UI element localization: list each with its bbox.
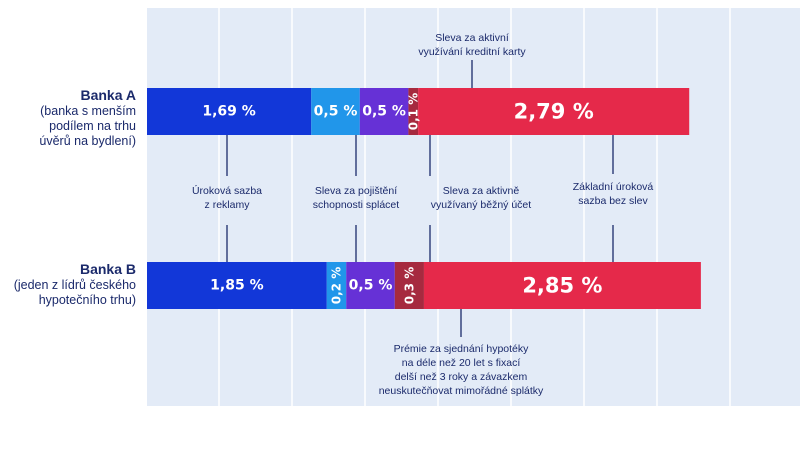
stacked-bars <box>147 88 701 309</box>
annotation-card-line-1: Sleva za aktivní <box>435 32 509 44</box>
annotation-connectors <box>226 60 614 337</box>
bank-a-desc-line-2: podílem na trhu <box>49 119 136 133</box>
annotation-interest-ad: Úroková sazba z reklamy <box>167 184 287 212</box>
annotation-account-line-2: využívaný běžný účet <box>430 199 532 211</box>
annotation-premium-line-1: Prémie za sjednání hypotéky <box>393 343 529 355</box>
segment-label-a-1: 1,69 % <box>202 104 255 120</box>
segment-label-b-2: 0,2 % <box>329 267 343 304</box>
annotation-insurance-line-2: schopnosti splácet <box>312 199 400 211</box>
bar-segment-a-2 <box>311 88 360 135</box>
bank-a-desc-line-1: (banka s menším <box>40 104 136 118</box>
grid-lines <box>218 8 731 406</box>
annotation-premium-line-2: na déle než 20 let s fixací <box>401 357 521 369</box>
segment-label-a-3: 0,5 % <box>362 104 406 120</box>
annotation-interest-ad-line-2: z reklamy <box>204 199 250 211</box>
annotation-account: Sleva za aktivně využívaný běžný účet <box>416 184 546 212</box>
segment-label-b-5: 2,85 % <box>522 274 602 298</box>
annotation-account-line-1: Sleva za aktivně <box>442 185 520 197</box>
bar-segment-b-3 <box>346 262 395 309</box>
bank-b-desc-line-1: (jeden z lídrů českého <box>13 278 136 292</box>
segment-label-a-4: 0,1 % <box>406 93 420 130</box>
segment-labels: 1,69 % 0,5 % 0,5 % 0,1 % 2,79 %1,85 % 0,2 % 0,… <box>202 93 602 304</box>
bar-segment-b-5 <box>423 262 701 309</box>
bar-segment-b-1 <box>147 262 327 309</box>
annotation-card: Sleva za aktivní využívání kreditní kart… <box>392 31 552 59</box>
annotation-insurance-line-1: Sleva za pojištění <box>314 185 398 197</box>
annotation-base-line-1: Základní úroková <box>572 181 654 193</box>
bar-segment-a-1 <box>147 88 312 135</box>
annotation-insurance: Sleva za pojištění schopnosti splácet <box>291 184 421 212</box>
annotation-interest-ad-line-1: Úroková sazba <box>191 185 263 197</box>
bar-segment-b-4 <box>394 262 424 309</box>
bank-b-title: Banka B <box>79 261 136 277</box>
bar-segment-a-4 <box>408 88 419 135</box>
annotation-base-line-2: sazba bez slev <box>578 195 648 207</box>
bar-segment-b-2 <box>326 262 347 309</box>
segment-label-b-1: 1,85 % <box>210 278 263 294</box>
annotation-base: Základní úroková sazba bez slev <box>558 180 668 208</box>
bank-b-desc-line-2: hypotečního trhu) <box>38 293 136 307</box>
annotation-premium: Prémie za sjednání hypotéky na déle než … <box>356 342 566 398</box>
bank-a-title: Banka A <box>80 87 136 103</box>
segment-label-a-2: 0,5 % <box>314 104 358 120</box>
bar-segment-a-3 <box>359 88 409 135</box>
bank-a-desc-line-3: úvěrů na bydlení) <box>39 134 136 148</box>
annotation-premium-line-3: delší než 3 roky a závazkem <box>394 371 528 383</box>
plot-background <box>147 8 800 406</box>
bar-segment-a-5 <box>418 88 690 135</box>
segment-label-a-5: 2,79 % <box>514 100 594 124</box>
segment-label-b-3: 0,5 % <box>349 278 393 294</box>
annotation-premium-line-4: neuskutečňovat mimořádné splátky <box>378 385 544 397</box>
annotation-card-line-2: využívání kreditní karty <box>418 46 526 58</box>
segment-label-b-4: 0,3 % <box>402 267 416 304</box>
